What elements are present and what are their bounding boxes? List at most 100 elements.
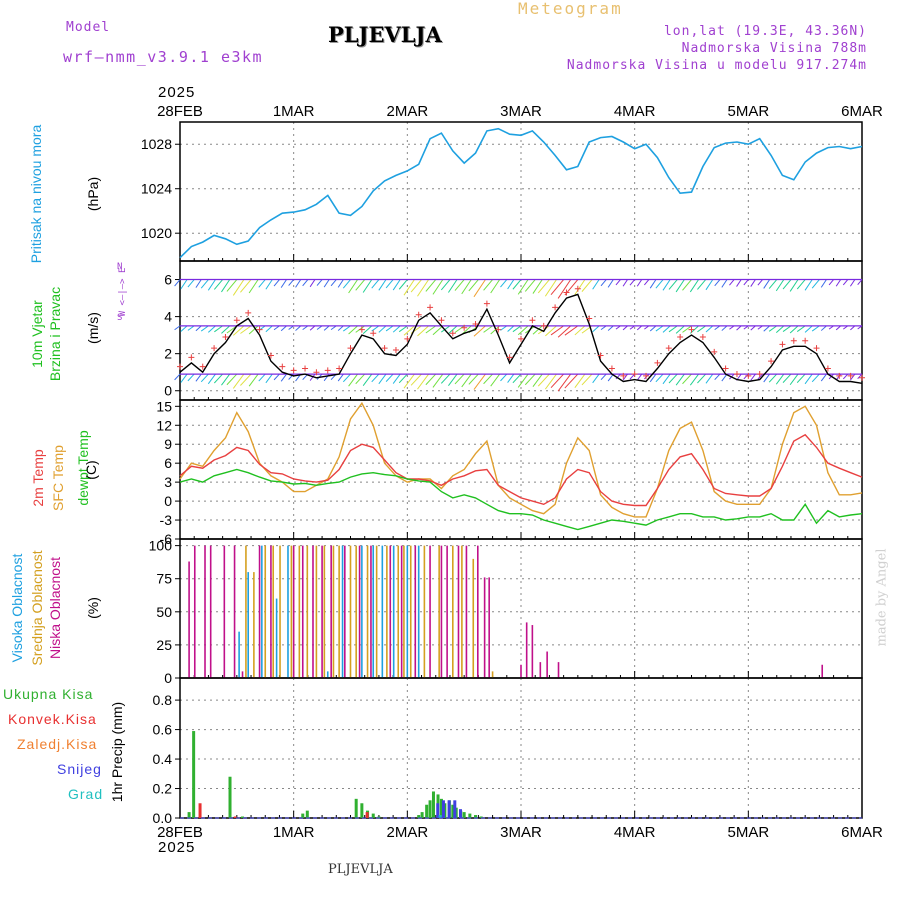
y-tick-label: -3 — [160, 512, 173, 528]
wind-barb — [207, 325, 216, 333]
wind-barb — [280, 373, 287, 382]
legend-zaledj-kisa: Zaledj.Kisa — [17, 736, 98, 752]
gust-marker — [245, 309, 252, 316]
wind-barb — [371, 373, 380, 383]
wind-barb — [273, 373, 280, 381]
total-precip-bar — [241, 816, 245, 818]
temp-2m-line — [179, 433, 863, 507]
wind-barb — [187, 373, 195, 382]
wind-barb — [454, 325, 465, 333]
wind-barb — [265, 279, 273, 290]
wind-barb — [302, 279, 309, 287]
wind-barb — [697, 373, 707, 384]
wind-barb — [775, 279, 785, 292]
gust-marker — [506, 354, 513, 361]
wind-barb — [736, 325, 742, 331]
gust-marker — [597, 352, 604, 359]
wind-barb — [668, 325, 678, 333]
wind-barb — [240, 279, 252, 293]
wind-barb — [600, 373, 607, 381]
wind-barb — [600, 279, 607, 287]
panel-frame — [179, 677, 863, 819]
wind-barb — [714, 373, 721, 381]
bottom-day-label: 28FEB — [157, 824, 203, 841]
gust-marker — [733, 371, 740, 378]
bottom-day-label: 5MAR — [727, 824, 769, 841]
total-precip-bar — [425, 804, 429, 818]
wind-barb — [804, 279, 813, 291]
wind-barb — [842, 279, 849, 286]
wind-barb — [615, 373, 621, 380]
wind-barb — [757, 279, 763, 286]
wind-barb — [668, 373, 678, 384]
wind-barb — [410, 373, 422, 386]
wind-barb — [517, 279, 529, 295]
wind-barb — [232, 325, 245, 336]
wind-barb — [174, 279, 181, 287]
wind-barb — [828, 279, 834, 286]
gust-marker — [370, 330, 377, 337]
wind-barb — [811, 373, 820, 383]
wind-barb — [232, 279, 245, 296]
wind-barb — [362, 373, 373, 387]
wind-barb — [342, 373, 351, 383]
total-precip-bar — [354, 798, 358, 818]
model-elevation-label: Nadmorska Visina u modelu 917.274m — [566, 58, 867, 73]
gust-marker — [756, 371, 763, 378]
total-precip-bar — [451, 804, 455, 818]
wind-barb — [507, 325, 515, 332]
wind-barb — [200, 373, 209, 383]
wind-barb — [524, 373, 536, 386]
gust-marker — [699, 333, 706, 340]
wind-barb — [545, 325, 557, 337]
top-day-label: 5MAR — [727, 103, 769, 120]
wind-barb — [750, 279, 756, 287]
wind-barb — [288, 279, 295, 286]
wind-barb — [675, 373, 685, 386]
wind-barb — [682, 373, 692, 385]
gust-marker — [836, 372, 843, 379]
wind-barb — [644, 373, 650, 380]
wind-barb — [592, 279, 600, 290]
wind-barb — [804, 373, 813, 385]
panel-frame — [179, 121, 863, 262]
wind-barb — [697, 279, 707, 290]
wind-barb — [403, 373, 415, 389]
wind-barb — [440, 373, 451, 384]
lonlat-label: lon,lat (19.3E, 43.36N) — [663, 24, 867, 39]
y-tick-label: 75 — [156, 571, 172, 587]
wind-barb — [448, 373, 458, 387]
wind-barb — [174, 325, 181, 331]
wind-barb — [348, 279, 359, 294]
wind-barb — [736, 279, 742, 287]
total-precip-bar — [428, 800, 432, 818]
wind-barb — [820, 279, 827, 288]
gust-marker — [859, 374, 865, 381]
precip-panel: 0.0 0.2 0.4 0.6 0.8 — [153, 677, 863, 826]
wind-barb — [537, 373, 550, 387]
snow-bar — [458, 809, 462, 818]
wind-barb — [323, 325, 330, 331]
wind-barb — [820, 373, 827, 382]
snow-bar — [447, 800, 451, 818]
wind-barb — [461, 279, 472, 295]
wind-barb — [392, 279, 401, 291]
wind-barb — [454, 373, 465, 385]
model-name: wrf—nmm_v3.9.1 e3km — [63, 48, 264, 66]
y-tick-label: 2 — [164, 346, 172, 362]
wind-barb — [775, 373, 785, 385]
gust-marker — [336, 365, 343, 372]
gust-marker — [586, 315, 593, 322]
footer-station: PLJEVLJA — [328, 862, 393, 877]
gust-marker — [358, 326, 365, 333]
wind-panel: 0 2 4 6 — [164, 260, 865, 401]
wind-barb — [796, 325, 806, 332]
gust-marker — [302, 365, 309, 372]
wind-barb — [768, 373, 778, 383]
gust-marker — [188, 354, 195, 361]
wind-barb — [174, 373, 181, 381]
wind-barb — [743, 373, 749, 380]
wind-barb — [195, 373, 202, 382]
y-tick-label: 100 — [149, 538, 173, 554]
